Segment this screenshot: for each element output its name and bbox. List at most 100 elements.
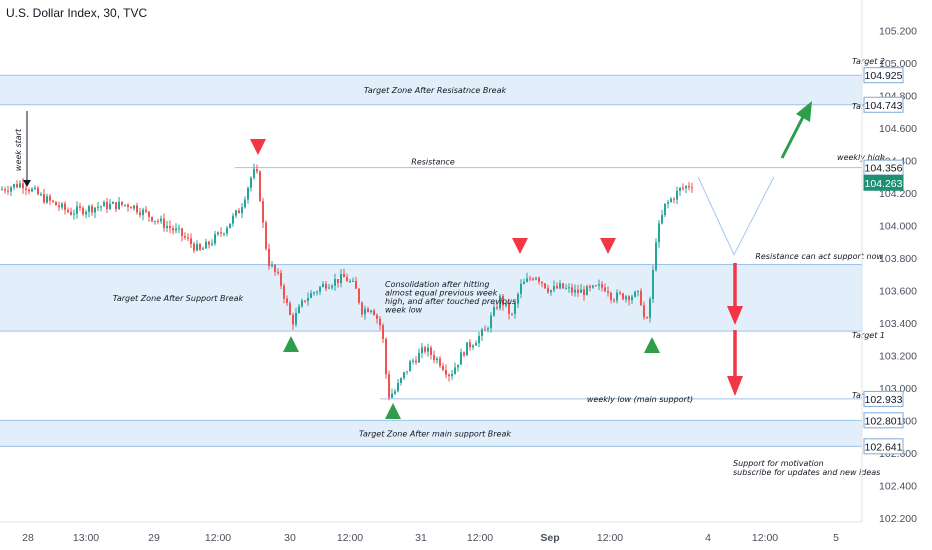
candle-body xyxy=(652,270,654,300)
candle-body xyxy=(622,293,624,300)
candle-body xyxy=(337,279,339,284)
resistance-support-label: Resistance can act support now xyxy=(755,252,883,261)
candle-body xyxy=(439,358,441,366)
candle-body xyxy=(394,391,396,394)
candle-body xyxy=(253,169,255,178)
candle-body xyxy=(325,283,327,289)
candle-body xyxy=(247,187,249,200)
candle-body xyxy=(379,318,381,326)
candle-body xyxy=(457,364,459,368)
candle-body xyxy=(271,264,273,267)
price-tick-label: 102.400 xyxy=(879,481,917,493)
candle-body xyxy=(511,313,513,315)
candle-body xyxy=(280,272,282,286)
candle-body xyxy=(610,292,612,300)
candle-body xyxy=(535,277,537,280)
candle-body xyxy=(199,244,201,250)
motivation-note: Support for motivation xyxy=(733,459,824,468)
candle-body xyxy=(16,184,18,188)
candle-body xyxy=(421,347,423,353)
consolidation-note: week low xyxy=(385,306,423,315)
candle-body xyxy=(73,213,75,215)
candle-body xyxy=(67,209,69,212)
candle-body xyxy=(244,199,246,208)
candle-body xyxy=(397,382,399,392)
candle-body xyxy=(34,187,36,189)
candle-body xyxy=(376,315,378,319)
candle-body xyxy=(157,220,159,222)
candle-body xyxy=(400,377,402,383)
candle-body xyxy=(187,237,189,239)
candle-body xyxy=(661,215,663,224)
zone-label: Target Zone After main support Break xyxy=(359,429,511,438)
resistance-label: Resistance xyxy=(411,158,455,167)
candle-body xyxy=(7,190,9,192)
candle-body xyxy=(385,338,387,375)
candle-body xyxy=(619,292,621,294)
candle-body xyxy=(4,189,6,191)
price-label-value: 104.356 xyxy=(865,163,903,175)
price-label-value: 102.801 xyxy=(865,415,903,427)
candle-body xyxy=(295,313,297,325)
price-tick-label: 105.200 xyxy=(879,26,917,38)
candle-body xyxy=(232,215,234,224)
candle-body xyxy=(490,315,492,329)
candle-body xyxy=(313,292,315,294)
price-label-bg xyxy=(863,412,904,429)
price-tick-label: 103.200 xyxy=(879,351,917,363)
motivation-note: subscribe for updates and new ideas xyxy=(733,468,880,477)
candle-body xyxy=(298,306,300,314)
candle-body xyxy=(373,310,375,316)
candle-body xyxy=(562,283,564,289)
price-label-value: 104.743 xyxy=(865,100,903,112)
price-label-bg xyxy=(863,390,904,407)
candle-body xyxy=(574,289,576,293)
time-tick-label: 12:00 xyxy=(467,532,493,544)
candle-body xyxy=(196,244,198,251)
candle-body xyxy=(127,204,129,208)
candle-body xyxy=(436,358,438,361)
candle-body xyxy=(415,360,417,363)
candle-body xyxy=(637,290,639,292)
candle-body xyxy=(292,314,294,325)
projection-line xyxy=(697,176,775,256)
candle-body xyxy=(481,329,483,336)
candle-body xyxy=(544,283,546,289)
candle-body xyxy=(307,297,309,302)
candle-body xyxy=(628,296,630,301)
candle-body xyxy=(163,218,165,228)
week-start-arrowhead xyxy=(23,180,31,187)
candle-body xyxy=(625,296,627,300)
candle-body xyxy=(43,194,45,203)
candle-body xyxy=(250,177,252,188)
weekly-high-label: weekly high xyxy=(837,153,885,162)
candle-body xyxy=(493,307,495,316)
candle-body xyxy=(667,201,669,204)
candle-body xyxy=(568,287,570,289)
time-tick-label: 29 xyxy=(148,532,160,544)
candle-body xyxy=(217,232,219,235)
candle-body xyxy=(289,303,291,315)
red-down-triangle xyxy=(600,238,616,254)
candle-body xyxy=(427,347,429,352)
candle-body xyxy=(31,188,33,192)
chart-title: U.S. Dollar Index, 30, TVC xyxy=(6,6,148,20)
candle-body xyxy=(679,187,681,191)
time-tick-label: 12:00 xyxy=(205,532,231,544)
candle-body xyxy=(685,186,687,189)
candle-body xyxy=(85,211,87,215)
week-start-label: week start xyxy=(14,128,23,171)
candle-body xyxy=(214,234,216,244)
candle-body xyxy=(466,342,468,356)
time-tick-label: 12:00 xyxy=(752,532,778,544)
candle-body xyxy=(547,288,549,293)
candle-body xyxy=(541,281,543,284)
candle-body xyxy=(508,303,510,314)
candle-body xyxy=(151,216,153,222)
candle-body xyxy=(37,187,39,195)
candle-body xyxy=(601,284,603,288)
candle-body xyxy=(238,210,240,214)
candle-body xyxy=(424,347,426,352)
time-tick-label: 31 xyxy=(415,532,427,544)
